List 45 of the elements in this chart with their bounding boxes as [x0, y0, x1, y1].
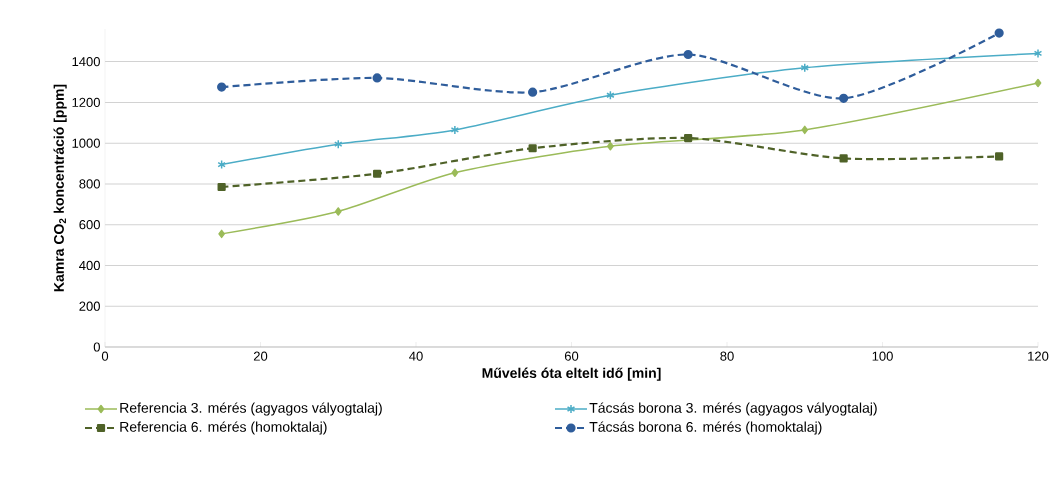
legend-label: Referencia 3. mérés (agyagos vályogtalaj)	[120, 402, 382, 416]
point	[451, 168, 459, 177]
point	[839, 93, 849, 103]
y-tick-label: 800	[79, 179, 100, 189]
point	[334, 139, 343, 149]
point	[995, 152, 1004, 161]
point	[218, 229, 225, 239]
point	[801, 125, 809, 135]
point	[994, 28, 1004, 38]
x-axis-title: Művelés óta eltelt idő [min]	[482, 367, 661, 381]
point	[373, 169, 382, 178]
x-tick-label: 120	[1028, 351, 1049, 361]
point	[217, 159, 226, 170]
y-tick-label: 1200	[72, 97, 100, 107]
x-tick-label: 60	[564, 351, 579, 361]
point	[217, 182, 226, 192]
y-tick-label: 400	[79, 260, 100, 271]
point	[334, 207, 342, 216]
y-tick-label: 0	[93, 342, 100, 352]
x-tick-label: 20	[253, 351, 268, 361]
point	[1034, 78, 1042, 88]
y-tick-label: 200	[79, 301, 100, 311]
point	[683, 49, 693, 60]
legend-label: Tácsás borona 6. mérés (homoktalaj)	[589, 421, 822, 435]
point	[684, 133, 693, 143]
point	[839, 154, 848, 163]
point	[800, 62, 809, 73]
x-tick-label: 40	[409, 351, 423, 361]
point	[528, 144, 537, 153]
point	[372, 73, 382, 83]
point	[217, 82, 227, 92]
legend-label: Tácsás borona 3. mérés (agyagos vályogtalaj)	[589, 402, 877, 416]
point	[606, 90, 615, 100]
point	[1033, 48, 1043, 59]
y-tick-label: 1400	[72, 57, 100, 67]
y-tick-label: 1000	[72, 138, 100, 148]
x-tick-label: 100	[872, 351, 893, 361]
y-tick-label: 600	[79, 220, 100, 230]
point	[607, 141, 614, 151]
legend-label: Referencia 6. mérés (homoktalaj)	[120, 421, 327, 435]
point	[528, 87, 538, 97]
x-tick-label: 0	[101, 351, 109, 361]
y-axis-title: Kamra CO$_{2}$ koncentráció [ppm]	[53, 84, 67, 292]
point	[450, 125, 460, 135]
x-tick-label: 80	[720, 351, 734, 361]
